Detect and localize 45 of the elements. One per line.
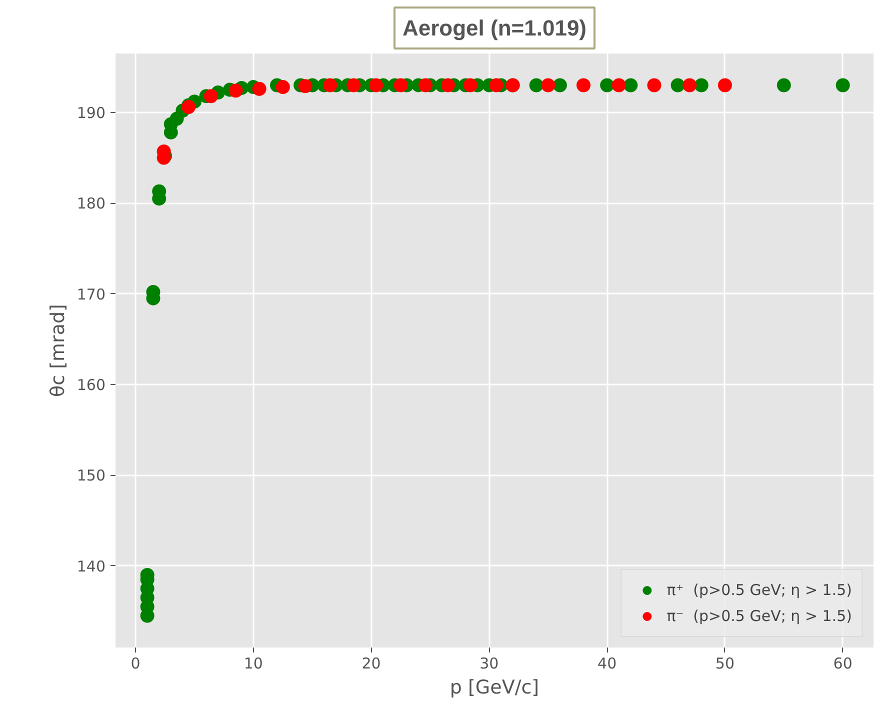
legend-label: π⁺ (p>0.5 GeV; η > 1.5) [666, 581, 852, 599]
chart-title: Aerogel (n=1.019) [402, 16, 587, 40]
point [552, 78, 567, 92]
point [600, 78, 614, 92]
x-axis-title: p [GeV/c] [450, 676, 540, 698]
x-tick-label: 40 [598, 654, 617, 672]
point [541, 78, 556, 92]
point [346, 78, 361, 92]
point [298, 79, 312, 94]
point [204, 89, 218, 104]
y-axis-title: θc [mrad] [46, 304, 69, 397]
point [323, 78, 338, 92]
point [612, 78, 626, 92]
x-tick-label: 10 [244, 654, 263, 672]
point [576, 78, 591, 92]
point [836, 78, 850, 92]
point [682, 78, 697, 92]
point [776, 78, 791, 92]
legend-label: π⁻ (p>0.5 GeV; η > 1.5) [666, 607, 852, 625]
y-tick-label: 180 [76, 194, 106, 213]
point [718, 78, 732, 92]
y-tick-label: 190 [76, 104, 106, 122]
x-tick-label: 20 [362, 654, 381, 672]
y-tick-label: 170 [76, 285, 106, 304]
y-tick-label: 160 [76, 376, 106, 394]
x-tick-label: 60 [833, 654, 852, 672]
point [276, 80, 290, 94]
point [440, 78, 455, 92]
point [529, 78, 544, 92]
x-tick-label: 30 [480, 654, 499, 672]
point [228, 84, 243, 98]
x-tick-label: 0 [130, 654, 140, 672]
point [369, 78, 384, 92]
point [624, 78, 638, 92]
point [694, 78, 708, 92]
point [418, 78, 433, 92]
point [489, 78, 504, 92]
point [647, 78, 662, 92]
point [463, 78, 478, 92]
point [394, 78, 408, 92]
x-tick-label: 50 [715, 654, 735, 672]
point [670, 78, 685, 92]
y-tick-label: 140 [76, 557, 106, 576]
y-tick-label: 150 [76, 466, 106, 485]
point [252, 82, 266, 96]
